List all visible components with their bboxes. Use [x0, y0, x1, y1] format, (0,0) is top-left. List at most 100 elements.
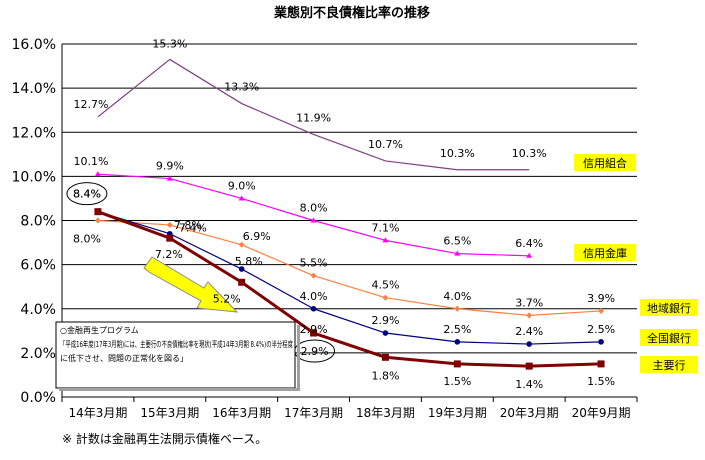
series-line — [97, 211, 602, 345]
legend-item: 地域銀行 — [640, 299, 698, 316]
data-label: 6.5% — [443, 235, 471, 248]
data-label: 2.9% — [301, 345, 329, 358]
y-tick-label: 0.0% — [20, 390, 56, 406]
data-point — [166, 175, 173, 181]
data-labels: 12.7% 15.3% 13.3% 11.9% 10.7% 10.3% 10.3% 10.1%… — [66, 37, 615, 391]
legend-item: 全国銀行 — [640, 329, 698, 346]
data-label: 1.5% — [443, 375, 471, 388]
data-label: 3.9% — [587, 292, 615, 305]
x-tick-label: 20年9月期 — [572, 406, 631, 420]
data-point — [310, 305, 317, 312]
series-line — [97, 210, 602, 368]
legend-label: 信用組合 — [583, 156, 627, 170]
data-label: 8.4% — [73, 188, 101, 201]
data-point — [453, 360, 461, 368]
decorations — [143, 256, 239, 313]
data-label: 7.4% — [179, 222, 207, 235]
footnote: ※ 計数は金融再生法開示債権ベース。 — [62, 431, 267, 446]
data-label: 12.7% — [73, 98, 108, 111]
data-point — [454, 339, 461, 345]
data-label: 2.5% — [443, 323, 471, 336]
annotation-line: 「平成16年度(17年3月期)には、主要行の不良債権比率を現状(平成14年3月期… — [60, 339, 293, 349]
data-label: 2.4% — [515, 325, 543, 338]
trend-arrow — [143, 256, 239, 313]
data-label: 6.9% — [243, 230, 271, 243]
data-point — [381, 353, 389, 361]
y-tick-label: 10.0% — [12, 169, 56, 185]
chart-title: 業態別不良債権比率の推移 — [273, 5, 430, 21]
legend-swatch — [574, 154, 636, 171]
data-point — [454, 250, 461, 256]
data-label: 2.9% — [371, 314, 399, 327]
legend-swatch — [574, 244, 636, 261]
data-point — [310, 217, 317, 223]
data-point — [597, 360, 605, 368]
legend-label: 信用金庫 — [583, 246, 627, 260]
legend-swatch — [640, 356, 698, 373]
legend-label: 地域銀行 — [647, 301, 691, 315]
data-point — [94, 217, 101, 224]
data-label: 10.7% — [368, 138, 403, 151]
y-tick-label: 14.0% — [12, 81, 56, 97]
data-label: 3.7% — [515, 296, 543, 309]
callout-circle — [66, 182, 108, 206]
data-label: 2.9% — [300, 323, 328, 336]
data-label: 10.1% — [73, 155, 108, 168]
data-point — [598, 339, 604, 345]
legend-item: 主要行 — [640, 356, 698, 373]
data-label: 8.0% — [300, 202, 328, 215]
x-tick-label: 15年3月期 — [140, 406, 199, 420]
y-tick-label: 6.0% — [20, 258, 56, 274]
x-tick-label: 18年3月期 — [356, 406, 415, 420]
y-tick-label: 16.0% — [12, 37, 56, 53]
data-label: 10.3% — [440, 147, 475, 160]
legend-label: 主要行 — [653, 359, 686, 372]
data-label: 5.8% — [235, 255, 263, 268]
data-label: 15.3% — [152, 37, 187, 50]
data-point — [238, 266, 245, 272]
y-tick-label: 8.0% — [20, 214, 56, 230]
data-label: 7.1% — [371, 221, 399, 234]
x-tick-label: 17年3月期 — [284, 406, 343, 420]
legend-label: 全国銀行 — [647, 331, 691, 345]
data-point — [526, 252, 533, 258]
series-line — [97, 219, 602, 316]
legend-swatch — [640, 329, 698, 346]
data-point — [454, 305, 461, 312]
data-label: 5.2% — [213, 292, 241, 305]
data-label: 8.0% — [73, 233, 101, 246]
data-point — [310, 329, 318, 337]
y-axis-ticks: 0.0% 2.0% 4.0% 6.0% 8.0% 10.0% 12.0% 14.0% 16.0% — [12, 37, 56, 406]
legend-item: 信用金庫 — [574, 244, 636, 261]
data-point — [526, 341, 532, 347]
data-label: 13.3% — [224, 81, 259, 94]
data-point — [382, 330, 389, 336]
data-label: 8.4% — [73, 188, 101, 201]
data-point — [382, 294, 389, 301]
legend-swatch — [640, 299, 698, 316]
data-point — [598, 307, 605, 314]
data-point — [94, 208, 102, 216]
data-point — [382, 237, 389, 243]
data-label: 7.2% — [155, 248, 183, 261]
data-point — [238, 241, 245, 248]
data-label: 1.5% — [587, 375, 615, 388]
x-tick-label: 20年3月期 — [500, 406, 559, 420]
annotation-box: ○金融再生プログラム 「平成16年度(17年3月期)には、主要行の不良債権比率を… — [55, 321, 300, 391]
data-label: 1.8% — [371, 369, 399, 382]
data-label: 7.8% — [174, 219, 202, 232]
data-label: 6.4% — [515, 237, 543, 250]
legend-item: 信用組合 — [574, 154, 636, 171]
data-point — [526, 312, 533, 319]
data-label: 9.0% — [228, 179, 256, 192]
data-point — [166, 234, 174, 242]
data-point — [94, 171, 101, 177]
x-tick-label: 19年3月期 — [428, 406, 487, 420]
x-tick-label: 14年3月期 — [68, 406, 127, 420]
data-label: 9.9% — [156, 160, 184, 173]
data-label: 4.0% — [443, 290, 471, 303]
data-label: 10.3% — [512, 147, 547, 160]
annotation-heading: ○金融再生プログラム — [60, 325, 139, 335]
